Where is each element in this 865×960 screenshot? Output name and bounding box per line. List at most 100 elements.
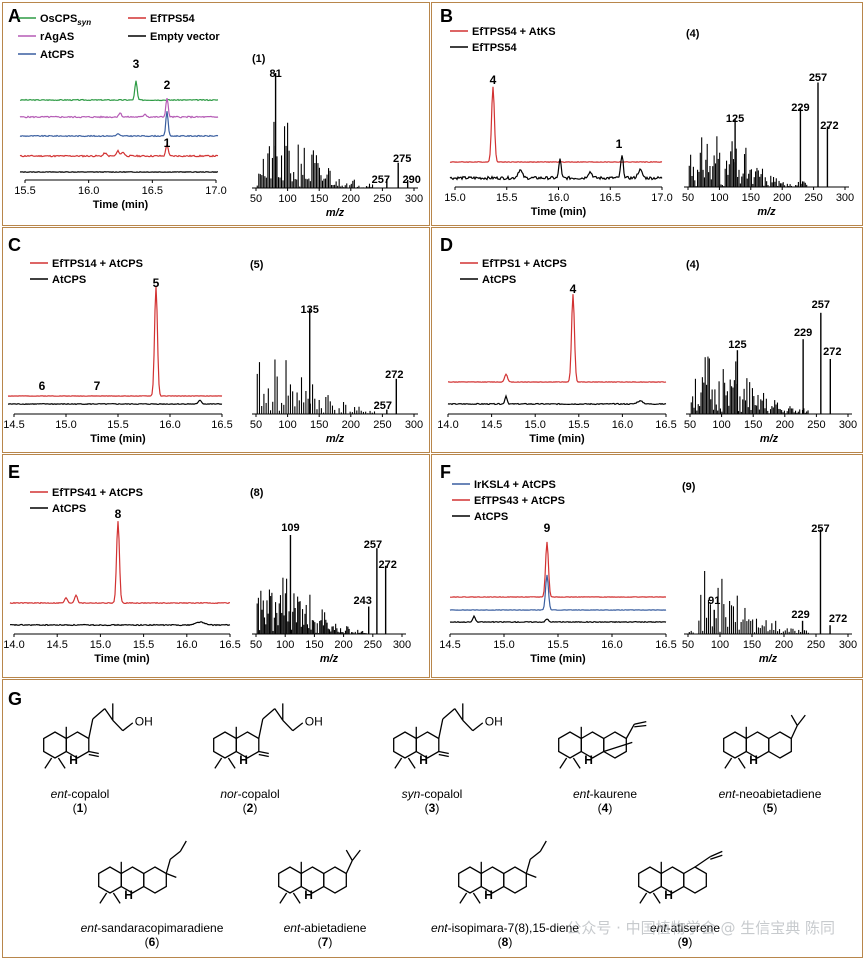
panel-g-compound-name: ent-copalol [51, 787, 110, 801]
panel-g-structure-5-bond [724, 757, 733, 769]
panel-g-structure-1-bond [57, 757, 66, 769]
panel-d-ms-label: 229 [794, 327, 812, 339]
panel-f-time-tick-label: 14.5 [439, 639, 460, 651]
panel-g-structure-2-oh-label: OH [305, 715, 323, 729]
panel-g-structure-3-bond [454, 708, 464, 721]
panel-d-time-axis-label: Time (min) [529, 433, 585, 445]
panel-d-compound-tag: (4) [686, 259, 700, 271]
panel-g-structure-9-h-label: H [664, 888, 673, 902]
panel-e-border [2, 454, 430, 678]
panel-g-structure-7-bond [279, 892, 288, 904]
panel-g-structure-4-bond [634, 720, 647, 725]
panel-c-peak-label: 5 [153, 276, 160, 290]
panel-b-ms-label: 272 [820, 120, 838, 132]
panel-c-ms-label: 135 [301, 304, 319, 316]
panel-b-mz-tick-label: 50 [682, 192, 694, 204]
panel-b-time-tick-label: 17.0 [651, 192, 672, 204]
panel-a-mz-tick-label: 300 [405, 193, 423, 205]
panel-g-structure-8-bond [459, 892, 468, 904]
panel-g-structure-2-bond [258, 750, 269, 755]
panel-g-compound-number: (9) [678, 935, 693, 949]
panel-d-mz-tick-label: 150 [744, 419, 762, 431]
panel-g-structure-6-bond [165, 859, 171, 874]
panel-g-structure-1-ring [43, 731, 67, 759]
panel-g-structure-6-bond [166, 872, 177, 879]
panel-b-time-tick-label: 16.5 [600, 192, 621, 204]
panel-b-legend-label: EfTPS54 [472, 42, 518, 54]
panel-f-trace-black [449, 614, 667, 624]
panel-d-mz-tick-label: 250 [807, 419, 825, 431]
panel-g-structure-1-bond [44, 757, 53, 769]
panel-b-mz-tick-label: 150 [742, 192, 760, 204]
panel-g-structure-2-h-label: H [239, 753, 248, 767]
panel-f-mz-axis-label: m/z [759, 653, 778, 665]
panel-f-time-tick-label: 15.5 [547, 639, 568, 651]
panel-g-compound-name: ent-neoabietadiene [719, 787, 822, 801]
panel-c-time-tick-label: 16.5 [211, 419, 232, 431]
panel-a-trace-red [19, 142, 219, 158]
panel-c-time-tick-label: 15.0 [55, 419, 76, 431]
panel-d-mz-tick-label: 200 [776, 419, 794, 431]
panel-g-structure-8-bond [472, 892, 481, 904]
panel-c-time-tick-label: 14.5 [3, 419, 24, 431]
panel-a-time-tick-label: 17.0 [205, 185, 226, 197]
watermark: 公众号 · 中国植物学会 @ 生信宝典 陈同 [566, 919, 835, 937]
panel-d-mz-tick-label: 50 [684, 419, 696, 431]
panel-g-structure-5-bond [796, 714, 806, 726]
panel-g-structure-3-bond [472, 722, 484, 732]
panel-g-structure-8-bond [539, 840, 547, 852]
panel-g-structure-9-ring [683, 866, 707, 894]
panel-c-time-axis-label: Time (min) [90, 433, 146, 445]
panel-f-ms-label: 272 [829, 613, 847, 625]
panel-g-compound-number: (7) [318, 935, 333, 949]
panel-g-structure-5-bond [737, 757, 746, 769]
panel-g-structure-7-bond [292, 892, 301, 904]
panel-g-structure-7-ring [323, 866, 347, 894]
panel-g-structure-1-bond [88, 753, 99, 758]
panel-g-structure-2-ring [213, 731, 237, 759]
panel-e-compound-tag: (8) [250, 487, 264, 499]
panel-a-legend-label: rAgAS [40, 31, 74, 43]
panel-a-ms-label: 275 [393, 153, 411, 165]
panel-f-trace-blue [449, 574, 667, 611]
panel-a-trace-green [19, 80, 219, 102]
panel-a-peak-label: 2 [164, 78, 171, 92]
panel-f-trace-red [450, 541, 666, 598]
panel-b-ms-label: 125 [726, 113, 744, 125]
panel-c-mz-tick-label: 100 [278, 419, 296, 431]
panel-g-structure-3-bond [438, 750, 449, 755]
panel-g-structure-9-bond [652, 892, 661, 904]
panel-g-structure-9-bond [710, 854, 723, 860]
panel-a-border [2, 2, 430, 226]
panel-f-legend-label: IrKSL4 + AtCPS [474, 479, 556, 491]
panel-d-peak-label: 4 [570, 282, 577, 296]
panel-g-structure-9-ring [638, 866, 662, 894]
panel-g-structure-4-bond [634, 724, 647, 728]
panel-a-legend-label: AtCPS [40, 49, 74, 61]
panel-d-legend-label: AtCPS [482, 274, 516, 286]
panel-e-mz-tick-label: 300 [393, 639, 411, 651]
panel-g-compound-number: (3) [425, 801, 440, 815]
panel-e-trace-black [9, 621, 231, 627]
panel-d-letter: D [440, 235, 453, 255]
panel-g-compound-name: ent-sandaracopimaradiene [81, 921, 224, 935]
panel-g-structure-7-bond [351, 849, 361, 861]
panel-f-mz-tick-label: 100 [711, 639, 729, 651]
panel-g-compound-number: (6) [145, 935, 160, 949]
panel-a-time-axis-label: Time (min) [93, 199, 149, 211]
panel-b-letter: B [440, 6, 453, 26]
panel-d-time-tick-label: 15.0 [524, 419, 545, 431]
panel-f-time-tick-label: 15.0 [493, 639, 514, 651]
panel-c-compound-tag: (5) [250, 259, 264, 271]
panel-a-legend-label: OsCPSsyn [40, 13, 91, 27]
panel-b-mz-tick-label: 100 [710, 192, 728, 204]
panel-g-structure-1-bond [88, 750, 99, 755]
panel-d-time-tick-label: 14.5 [481, 419, 502, 431]
panel-f-time-tick-label: 16.0 [601, 639, 622, 651]
panel-b-ms-label: 257 [809, 72, 827, 84]
panel-e-mz-tick-label: 50 [250, 639, 262, 651]
panel-c-ms-label: 257 [374, 400, 392, 412]
panel-g-structure-7-h-label: H [304, 888, 313, 902]
panel-e-peak-label: 8 [115, 507, 122, 521]
